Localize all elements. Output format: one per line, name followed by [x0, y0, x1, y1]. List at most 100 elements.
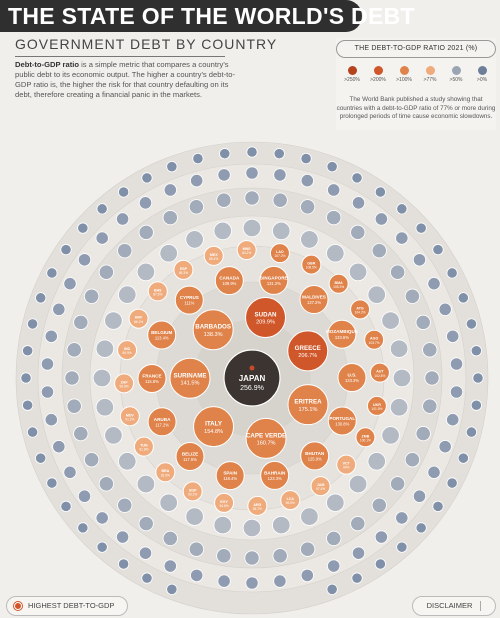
- country-value: 133.3%: [345, 378, 359, 383]
- bubble-low-debt: [300, 199, 316, 215]
- bubble-low-debt: [188, 541, 204, 557]
- bubble-low-debt: [326, 161, 338, 173]
- country-value: 123.3%: [268, 476, 282, 481]
- country-value: 99%: [343, 466, 350, 470]
- bubble-low-debt: [390, 264, 406, 280]
- legend-label: >100%: [396, 77, 412, 83]
- bubble-low-debt: [162, 530, 178, 546]
- bubble-low-debt: [245, 166, 259, 180]
- bubble-low-debt: [465, 426, 478, 438]
- country-label: SGP: [189, 488, 197, 492]
- bubble-low-debt: [95, 511, 109, 525]
- bubble-low-debt: [118, 558, 130, 570]
- country-bubble: [117, 340, 138, 361]
- country-label: ERITREA: [294, 399, 322, 406]
- disclaimer-button[interactable]: DISCLAIMER: [412, 596, 496, 616]
- bubble-low-debt: [138, 224, 154, 240]
- subtitle-divider: [15, 56, 225, 57]
- bubble-low-debt: [138, 546, 153, 560]
- bubble-low-debt: [326, 210, 342, 226]
- country-value: 89.9%: [122, 351, 131, 355]
- bubble-low-debt: [351, 572, 363, 584]
- bubble-low-debt: [374, 212, 388, 226]
- bubble-low-debt: [272, 221, 291, 241]
- bubble-low-debt: [190, 568, 204, 582]
- bubble-low-debt: [190, 174, 204, 188]
- bubble-low-debt: [427, 277, 441, 291]
- country-value: 175.1%: [299, 407, 318, 413]
- country-bubble: [287, 384, 329, 426]
- bubble-low-debt: [96, 541, 108, 553]
- bubble-low-debt: [46, 477, 58, 489]
- bubble-low-debt: [350, 516, 366, 532]
- legend-item: >50%: [444, 66, 468, 83]
- country-label: CYPRUS: [180, 295, 199, 300]
- bubble-low-debt: [26, 318, 39, 330]
- country-bubble: [214, 266, 244, 296]
- highest-debt-button[interactable]: HIGHEST DEBT-TO-GDP: [6, 596, 128, 616]
- bubble-low-debt: [300, 152, 312, 165]
- country-label: BELIZE: [182, 451, 198, 456]
- bubble-low-debt: [415, 426, 431, 442]
- country-bubble: [119, 406, 140, 427]
- country-value: 102.8%: [374, 374, 385, 378]
- country-label: CANADA: [219, 276, 240, 281]
- country-bubble: [236, 240, 257, 261]
- bubble-low-debt: [351, 172, 363, 184]
- country-label: ITALY: [205, 421, 223, 428]
- bubble-low-debt: [35, 292, 47, 304]
- country-value: 115.8%: [145, 379, 159, 384]
- country-value: 118.4%: [223, 476, 237, 481]
- bubble-low-debt: [188, 199, 204, 215]
- country-bubble: [369, 362, 390, 383]
- intro-text: is a simple metric that compares a count…: [15, 60, 235, 99]
- country-value: 105.3%: [333, 285, 344, 289]
- bubble-low-debt: [141, 572, 153, 584]
- bubble-low-debt: [326, 493, 345, 512]
- bubble-low-debt: [404, 288, 420, 304]
- bubble-low-debt: [424, 370, 440, 386]
- country-value: 85.4%: [209, 257, 218, 261]
- legend-swatch: [477, 66, 487, 75]
- bubble-low-debt: [438, 302, 452, 316]
- country-bubble: [147, 281, 168, 302]
- country-bubble: [214, 492, 235, 513]
- legend-item: >250%: [340, 66, 364, 83]
- bubble-low-debt: [392, 368, 412, 388]
- target-icon: [14, 602, 22, 611]
- bubble-low-debt: [457, 452, 469, 464]
- country-label: MDV: [126, 413, 135, 417]
- bubble-low-debt: [44, 413, 58, 427]
- bubble-low-debt: [242, 518, 262, 538]
- bubble-low-debt: [446, 413, 460, 427]
- country-label: PORTUGAL: [329, 416, 355, 421]
- country-value: 103.7%: [369, 341, 380, 345]
- bubble-low-debt: [40, 357, 55, 371]
- bubble-low-debt: [92, 368, 112, 388]
- country-label: AUT: [376, 370, 384, 374]
- bubble-low-debt: [66, 398, 82, 414]
- legend-label: >250%: [344, 77, 360, 83]
- bubble-low-debt: [138, 516, 154, 532]
- country-bubble: [301, 254, 322, 275]
- bubble-low-debt: [118, 285, 137, 304]
- bubble-low-debt: [395, 231, 409, 245]
- bubble-low-debt: [192, 152, 204, 165]
- legend-swatch: [399, 66, 409, 75]
- country-label: BELGIUM: [151, 330, 172, 335]
- bubble-low-debt: [64, 370, 80, 386]
- country-bubble: [366, 395, 387, 416]
- country-bubble: [337, 363, 367, 393]
- bubble-low-debt: [60, 244, 72, 256]
- bubble-low-debt: [117, 243, 133, 259]
- bubble-low-debt: [163, 183, 177, 197]
- country-bubble: [260, 460, 290, 490]
- bubble-low-debt: [367, 452, 386, 471]
- country-bubble: [259, 265, 289, 295]
- bubble-low-debt: [272, 548, 288, 564]
- country-value: 86.3%: [179, 271, 188, 275]
- bubble-low-debt: [396, 203, 408, 215]
- highest-debt-label: HIGHEST DEBT-TO-GDP: [28, 601, 115, 610]
- country-bubble: [155, 462, 176, 483]
- country-bubble: [175, 441, 205, 471]
